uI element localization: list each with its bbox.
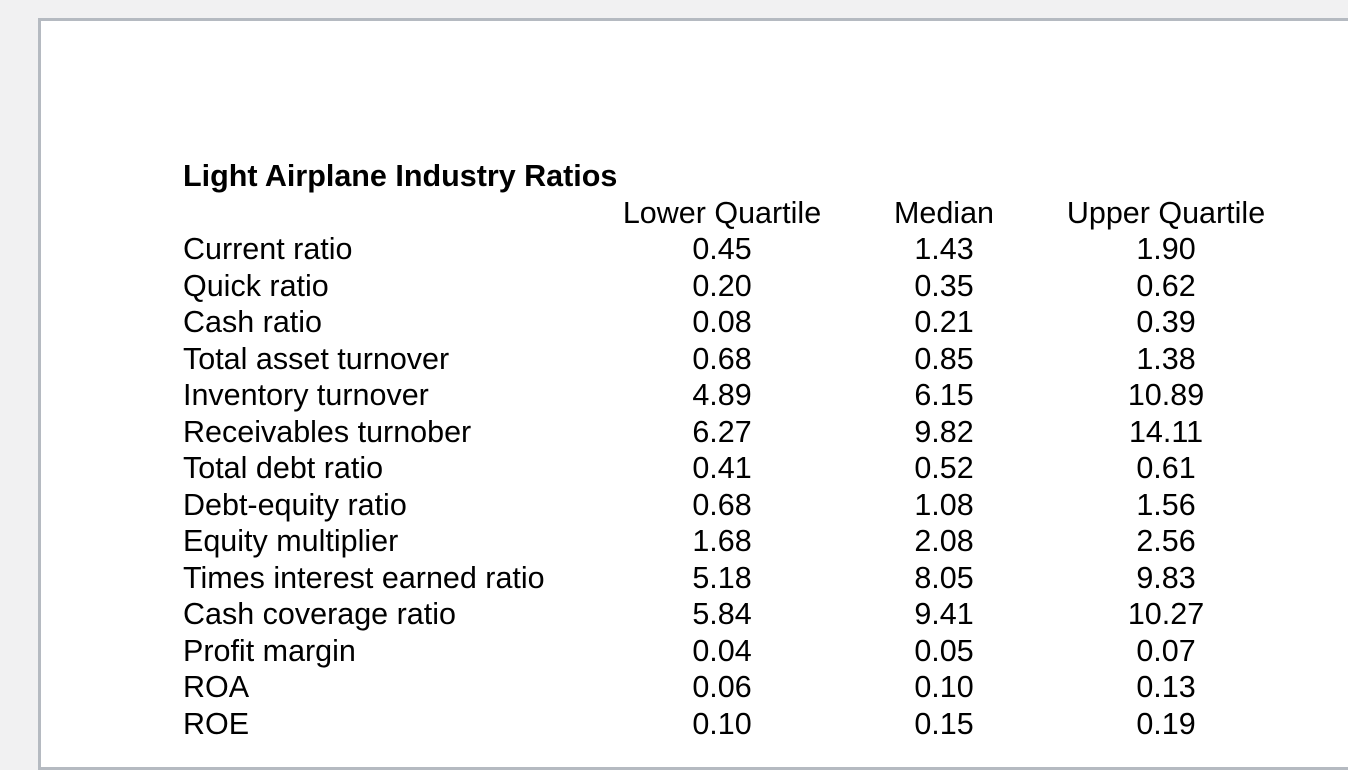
cell-median: 1.08 [914,487,974,522]
row-label: Cash coverage ratio [183,597,456,631]
table-row: Times interest earned ratio 5.18 8.05 9.… [183,560,1277,597]
table-row: Cash coverage ratio 5.84 9.41 10.27 [183,596,1277,633]
cell-median: 0.21 [914,305,974,339]
column-header-lower-quartile: Lower Quartile [622,195,822,230]
cell-lower-quartile: 1.68 [692,524,752,558]
cell-upper-quartile: 1.56 [1136,487,1196,522]
cell-median: 6.15 [914,378,974,412]
cell-median: 0.52 [914,451,974,485]
row-label: Total asset turnover [183,341,450,376]
cell-median: 2.08 [914,524,974,558]
row-label: Receivables turnober [183,414,472,449]
row-label: Total debt ratio [183,451,384,485]
cell-lower-quartile: 0.68 [692,341,752,376]
table-row: Total debt ratio 0.41 0.52 0.61 [183,450,1277,487]
cell-median: 9.41 [914,597,974,631]
cell-median: 0.15 [914,706,974,741]
table-row: Equity multiplier 1.68 2.08 2.56 [183,523,1277,560]
table-row: Profit margin 0.04 0.05 0.07 [183,633,1277,670]
cell-lower-quartile: 0.20 [692,268,752,303]
cell-upper-quartile: 14.11 [1128,414,1204,449]
cell-upper-quartile: 10.89 [1127,378,1205,412]
cell-lower-quartile: 5.84 [692,597,752,631]
row-label: Quick ratio [183,268,329,303]
cell-upper-quartile: 2.56 [1136,524,1196,558]
table-header-row: Lower Quartile Median Upper Quartile [183,195,1277,232]
cell-median: 9.82 [914,414,974,449]
cell-median: 0.10 [914,670,974,704]
row-label: Profit margin [183,633,356,668]
row-label: ROE [183,706,250,741]
row-label: Cash ratio [183,305,323,339]
row-label: Equity multiplier [183,524,399,558]
table-row: Receivables turnober 6.27 9.82 14.11 [183,414,1277,451]
table-row: Cash ratio 0.08 0.21 0.39 [183,304,1277,341]
cell-upper-quartile: 9.83 [1136,560,1196,595]
cell-upper-quartile: 0.62 [1136,268,1196,303]
row-label: Inventory turnover [183,378,429,412]
cell-lower-quartile: 0.08 [692,305,752,339]
cell-upper-quartile: 0.19 [1136,706,1196,741]
cell-median: 0.35 [914,268,974,303]
document-panel: Light Airplane Industry Ratios Lower Qua… [38,18,1348,770]
cell-upper-quartile: 0.39 [1136,305,1196,339]
cell-upper-quartile: 0.13 [1136,670,1196,704]
table-row: Quick ratio 0.20 0.35 0.62 [183,268,1277,305]
cell-upper-quartile: 0.07 [1136,633,1196,668]
table-row: ROA 0.06 0.10 0.13 [183,669,1277,706]
cell-median: 0.05 [914,633,974,668]
row-label: Times interest earned ratio [183,560,545,595]
cell-lower-quartile: 6.27 [692,414,752,449]
row-label: Debt-equity ratio [183,487,407,522]
cell-lower-quartile: 0.04 [692,633,752,668]
industry-ratios-table: Light Airplane Industry Ratios Lower Qua… [183,158,1277,742]
table-row: Total asset turnover 0.68 0.85 1.38 [183,341,1277,378]
row-label: ROA [183,670,250,704]
cell-upper-quartile: 0.61 [1136,451,1196,485]
cell-median: 1.43 [914,232,974,266]
table-row: Current ratio 0.45 1.43 1.90 [183,231,1277,268]
cell-lower-quartile: 0.68 [692,487,752,522]
table-row: Inventory turnover 4.89 6.15 10.89 [183,377,1277,414]
table-title: Light Airplane Industry Ratios [183,159,618,193]
cell-lower-quartile: 4.89 [692,378,752,412]
column-header-median: Median [893,195,995,230]
cell-upper-quartile: 10.27 [1127,597,1205,631]
table-row: ROE 0.10 0.15 0.19 [183,706,1277,743]
cell-lower-quartile: 0.45 [692,232,752,266]
cell-lower-quartile: 0.06 [692,670,752,704]
header-spacer [183,195,611,232]
cell-median: 0.85 [914,341,974,376]
cell-lower-quartile: 0.10 [692,706,752,741]
table-row: Debt-equity ratio 0.68 1.08 1.56 [183,487,1277,524]
column-header-upper-quartile: Upper Quartile [1066,195,1266,230]
cell-lower-quartile: 0.41 [692,451,752,485]
cell-upper-quartile: 1.38 [1136,341,1196,376]
row-label: Current ratio [183,232,353,266]
cell-lower-quartile: 5.18 [692,560,752,595]
cell-upper-quartile: 1.90 [1136,232,1196,266]
cell-median: 8.05 [914,560,974,595]
